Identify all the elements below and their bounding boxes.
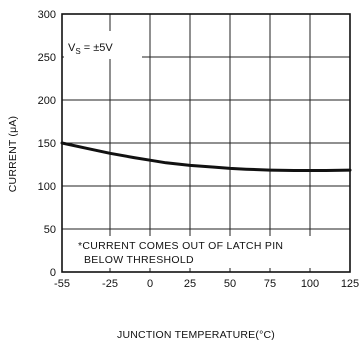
x-tick-label: 50 xyxy=(224,278,236,290)
y-tick-labels: 0 50 100 150 200 250 300 xyxy=(38,9,56,279)
x-tick-label: 100 xyxy=(301,278,319,290)
annotation-line-2: BELOW THRESHOLD xyxy=(84,254,194,266)
y-tick-label: 50 xyxy=(44,224,56,236)
annotation-line-1: *CURRENT COMES OUT OF LATCH PIN xyxy=(78,240,283,252)
condition-label-background xyxy=(64,31,142,59)
condition-label: VS = ±5V xyxy=(68,42,113,56)
series-line xyxy=(60,141,352,172)
x-tick-label: 75 xyxy=(264,278,276,290)
x-tick-label: 125 xyxy=(341,278,359,290)
y-tick-label: 200 xyxy=(38,95,56,107)
x-tick-label: -25 xyxy=(102,278,118,290)
x-tick-label: -55 xyxy=(54,278,70,290)
annotation-background xyxy=(70,236,334,268)
y-axis-title: CURRENT (μA) xyxy=(7,116,19,193)
x-axis-title: JUNCTION TEMPERATURE(°C) xyxy=(117,329,275,341)
x-tick-label: 0 xyxy=(147,278,153,290)
y-tick-label: 300 xyxy=(38,9,56,21)
y-tick-label: 150 xyxy=(38,138,56,150)
x-tick-labels: -55 -25 0 25 50 75 100 125 xyxy=(54,278,359,290)
y-tick-label: 250 xyxy=(38,52,56,64)
x-tick-label: 25 xyxy=(184,278,196,290)
y-tick-label: 100 xyxy=(38,181,56,193)
y-tick-label: 0 xyxy=(50,267,56,279)
